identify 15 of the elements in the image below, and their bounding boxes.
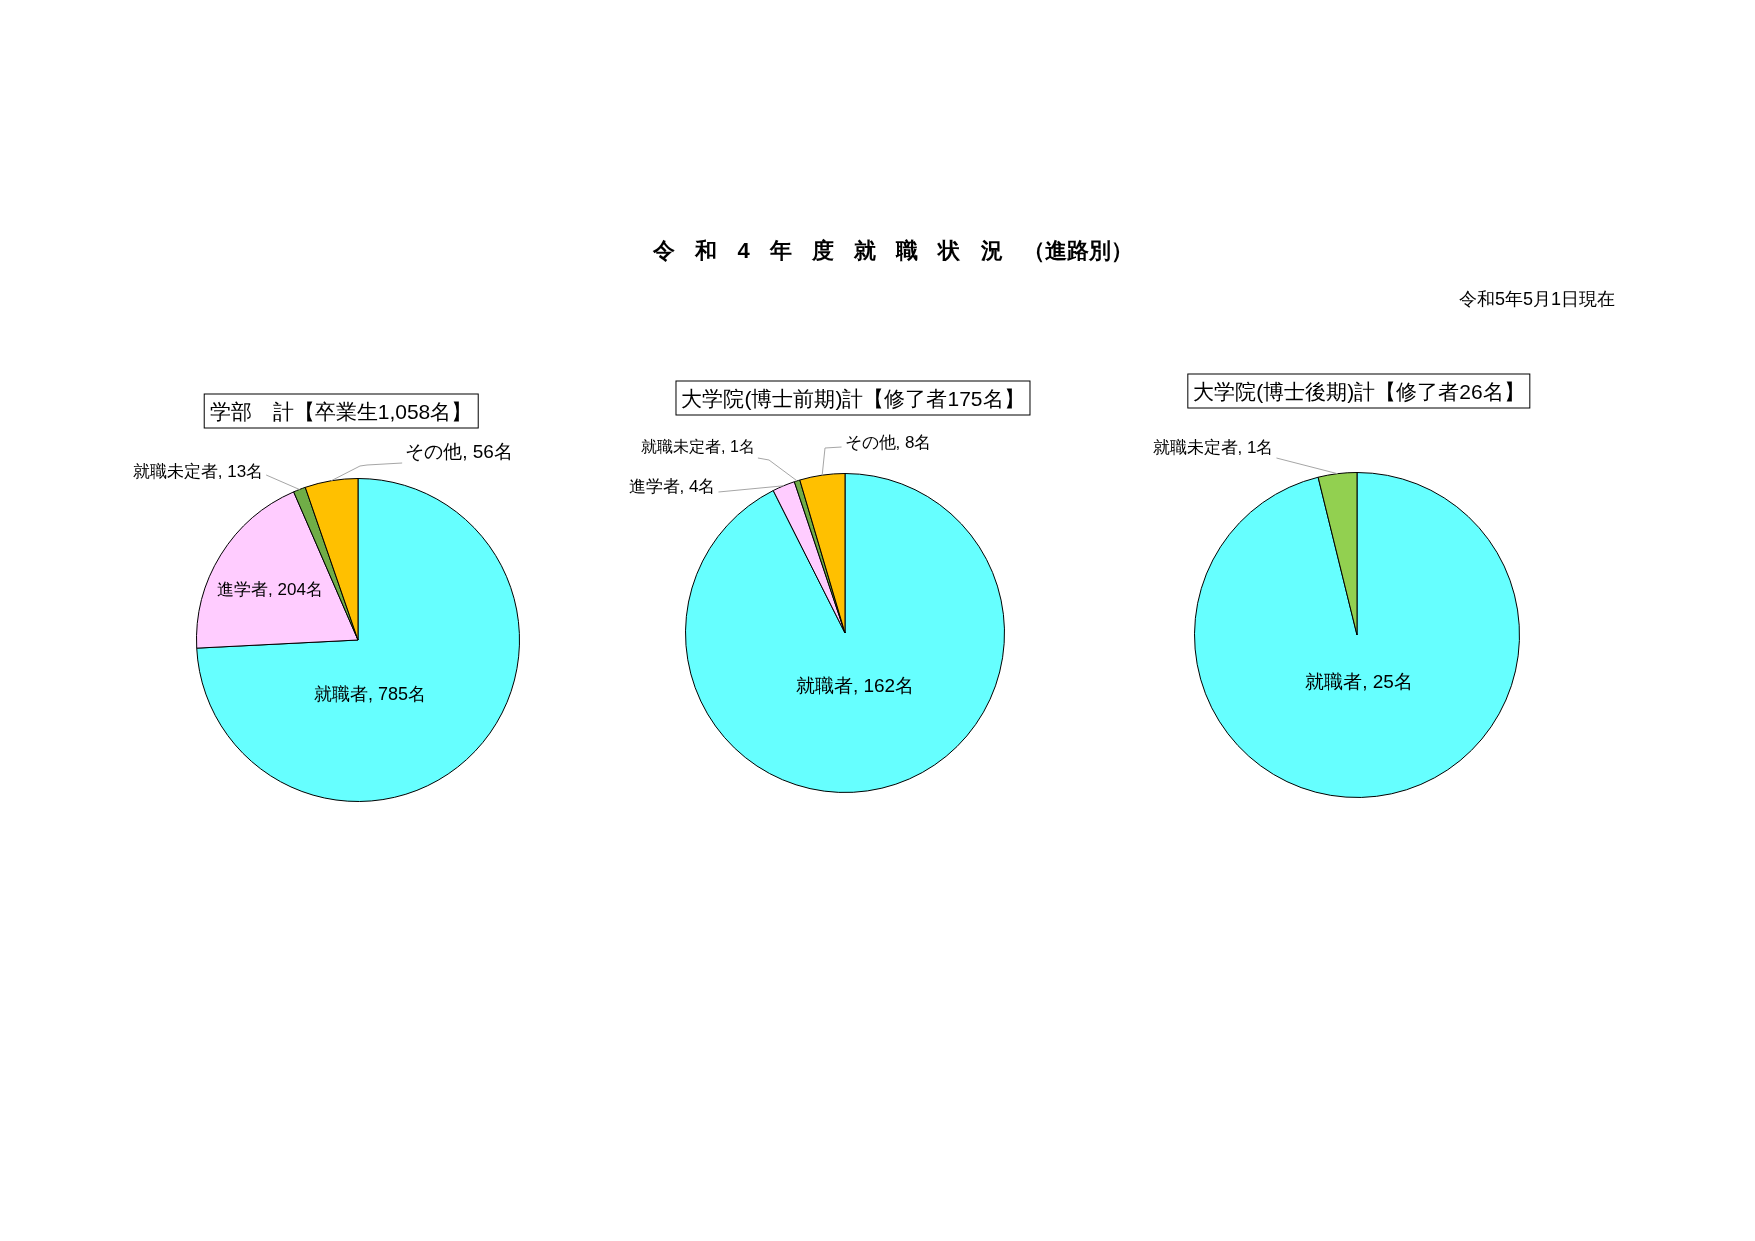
slice-label: 就職者, 785名 bbox=[313, 683, 427, 704]
text: 令和5年5月1日現在 bbox=[1458, 288, 1615, 311]
chart-title: 学部 計【卒業生1,058名】 bbox=[203, 393, 479, 429]
chart-title: 大学院(博士前期)計【修了者175名】 bbox=[675, 380, 1031, 416]
slice-label: 就職者, 25名 bbox=[1305, 671, 1413, 693]
slice-label: 進学者, 204名 bbox=[217, 579, 323, 599]
text: 令 和 4 年 度 就 職 状 況 （進路別） bbox=[653, 237, 1133, 265]
slice-label: 就職未定者, 1名 bbox=[1152, 437, 1274, 457]
slice-label: 就職者, 162名 bbox=[795, 675, 915, 697]
slice-label: 進学者, 4名 bbox=[628, 476, 716, 496]
slice-label: その他, 8名 bbox=[844, 432, 932, 452]
slice-label: 就職未定者, 1名 bbox=[641, 438, 755, 456]
slice-label: その他, 56名 bbox=[405, 441, 513, 463]
chart-title: 大学院(博士後期)計【修了者26名】 bbox=[1187, 373, 1531, 409]
slice-label: 就職未定者, 13名 bbox=[132, 461, 264, 481]
